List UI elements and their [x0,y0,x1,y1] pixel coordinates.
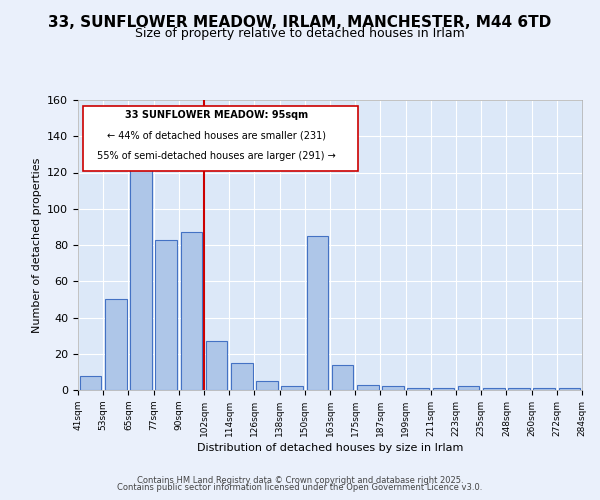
Bar [458,386,479,390]
FancyBboxPatch shape [83,106,358,171]
Bar [307,236,328,390]
Y-axis label: Number of detached properties: Number of detached properties [32,158,41,332]
X-axis label: Distribution of detached houses by size in Irlam: Distribution of detached houses by size … [197,443,463,453]
Bar [105,300,127,390]
Bar [508,388,530,390]
Bar [433,388,454,390]
Bar [130,169,152,390]
Bar [407,388,429,390]
Bar [181,232,202,390]
Bar [357,384,379,390]
Bar [231,363,253,390]
Text: Contains public sector information licensed under the Open Government Licence v3: Contains public sector information licen… [118,484,482,492]
Text: 33, SUNFLOWER MEADOW, IRLAM, MANCHESTER, M44 6TD: 33, SUNFLOWER MEADOW, IRLAM, MANCHESTER,… [49,15,551,30]
Bar [155,240,177,390]
Bar [281,386,303,390]
Bar [256,381,278,390]
Bar [206,341,227,390]
Bar [483,388,505,390]
Text: ← 44% of detached houses are smaller (231): ← 44% of detached houses are smaller (23… [107,130,326,140]
Bar [559,388,580,390]
Text: Size of property relative to detached houses in Irlam: Size of property relative to detached ho… [135,28,465,40]
Bar [332,364,353,390]
Text: 55% of semi-detached houses are larger (291) →: 55% of semi-detached houses are larger (… [97,151,336,161]
Bar [80,376,101,390]
Text: 33 SUNFLOWER MEADOW: 95sqm: 33 SUNFLOWER MEADOW: 95sqm [125,110,308,120]
Bar [533,388,555,390]
Bar [382,386,404,390]
Text: Contains HM Land Registry data © Crown copyright and database right 2025.: Contains HM Land Registry data © Crown c… [137,476,463,485]
